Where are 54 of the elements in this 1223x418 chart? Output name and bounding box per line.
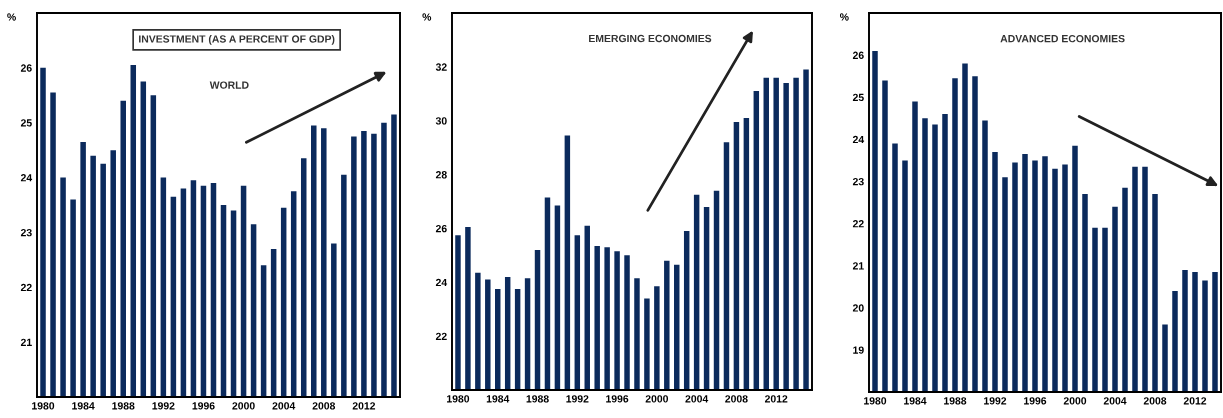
x-tick-label: 2004: [1103, 397, 1127, 405]
x-tick-label: 1984: [486, 395, 510, 403]
x-tick-label: 1996: [606, 395, 629, 403]
x-tick-label: 2000: [232, 402, 255, 410]
x-tick-label: 2012: [352, 402, 376, 410]
x-tick-label: 2008: [1143, 397, 1167, 405]
y-tick-label: 21: [852, 262, 864, 270]
y-tick-label: 24: [852, 135, 865, 144]
y-tick-label: 24: [435, 278, 448, 287]
x-tick-label: 1984: [904, 397, 927, 405]
x-tick-label: 1992: [566, 395, 589, 403]
y-axis-title: %: [839, 13, 849, 21]
y-tick-label: 28: [435, 171, 447, 179]
y-axis-title: %: [7, 13, 16, 21]
y-tick-label: 22: [435, 332, 447, 340]
x-tick-label: 2004: [685, 395, 709, 403]
y-tick-label: 25: [20, 119, 32, 127]
x-tick-label: 2000: [1063, 397, 1087, 405]
y-tick-label: 20: [852, 304, 864, 312]
text: INVESTMENT (AS A PERCENT OF GDP): [139, 35, 335, 45]
y-tick-label: 19: [853, 346, 864, 354]
x-tick-label: 1984: [72, 402, 95, 410]
x-tick-label: 1988: [526, 395, 549, 403]
x-tick-label: 2008: [725, 395, 748, 403]
x-tick-label: 1988: [944, 397, 967, 405]
x-tick-label: 2012: [1183, 397, 1207, 405]
x-tick-label: 2012: [764, 395, 788, 403]
y-tick-label: 30: [435, 117, 447, 125]
y-tick-label: 22: [20, 283, 32, 292]
y-tick-label: 24: [20, 174, 33, 182]
y-tick-label: 32: [435, 63, 447, 71]
y-tick-label: 26: [852, 51, 864, 59]
x-tick-label: 1980: [447, 395, 470, 403]
x-tick-label: 1992: [984, 397, 1007, 405]
y-tick-label: 22: [852, 220, 864, 228]
y-tick-label: 23: [852, 177, 864, 186]
y-tick-label: 25: [852, 93, 864, 102]
text: EMERGING ECONOMIES: [589, 34, 712, 43]
x-tick-label: 2008: [312, 402, 336, 410]
x-tick-label: 1996: [1024, 397, 1047, 405]
x-tick-label: 2004: [272, 402, 296, 410]
y-tick-label: 26: [435, 224, 447, 233]
y-tick-label: 23: [20, 228, 32, 237]
x-tick-label: 2000: [645, 395, 669, 403]
x-tick-label: 1996: [192, 402, 215, 410]
x-tick-label: 1992: [152, 402, 175, 410]
text: WORLD: [209, 81, 249, 89]
y-tick-label: 21: [20, 338, 32, 346]
x-tick-label: 1988: [112, 402, 135, 410]
x-tick-label: 1980: [864, 397, 887, 405]
y-axis-title: %: [422, 13, 432, 21]
x-tick-label: 1980: [32, 402, 55, 410]
text: ADVANCED ECONOMIES: [1000, 34, 1125, 43]
y-tick-label: 26: [20, 64, 32, 72]
